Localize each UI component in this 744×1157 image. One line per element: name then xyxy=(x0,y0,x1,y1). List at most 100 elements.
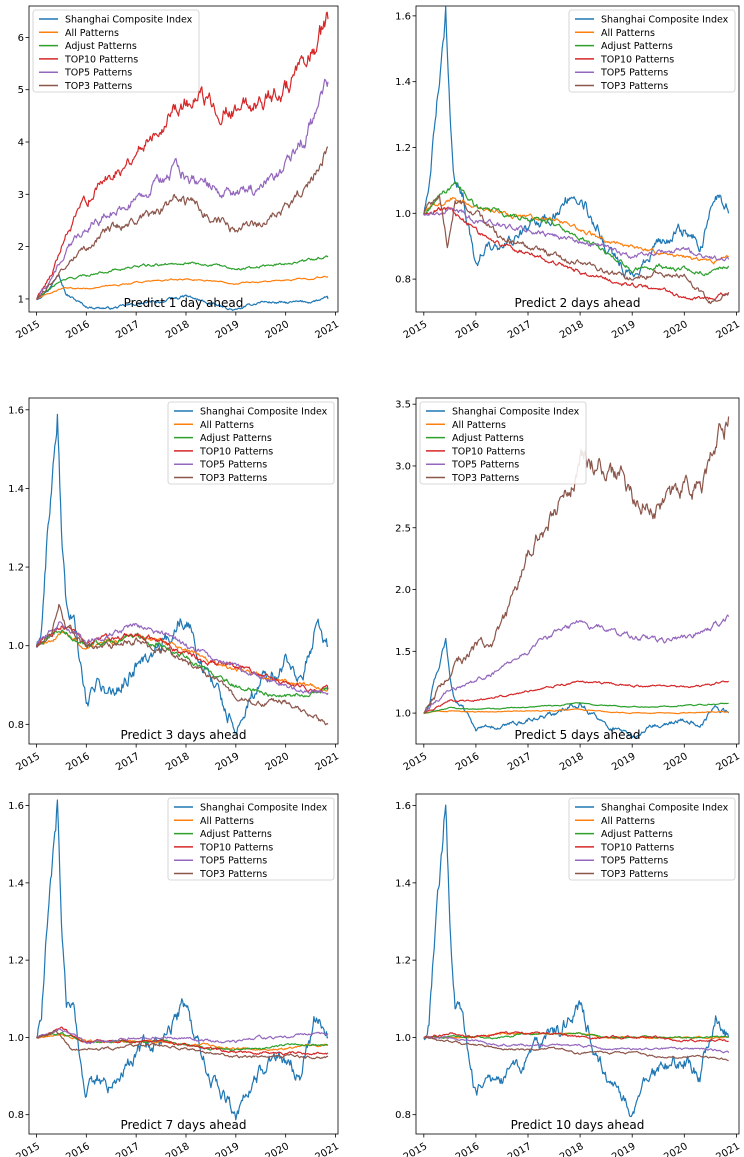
x-tick-label: 2017 xyxy=(506,751,534,773)
series-line-top3-patterns xyxy=(423,1036,729,1062)
series-line-shanghai-composite-index xyxy=(423,637,730,739)
x-tick-label: 2016 xyxy=(64,751,92,773)
x-tick-label: 2015 xyxy=(402,319,430,341)
series-line-top5-patterns xyxy=(423,207,730,262)
chart-panel-1: 1 2 3 4 5 6 2015 2016 2017 2018 2019 2020 2021 Predic… xyxy=(14,5,341,341)
axes-frame xyxy=(28,397,339,745)
x-tick-label: 2015 xyxy=(402,751,430,773)
x-tick-label: 2018 xyxy=(558,1141,586,1157)
series-line-top3-patterns xyxy=(35,603,329,726)
chart-panel-6: 0.8 1.0 1.2 1.4 1.6 2015 2016 2017 2018 2019 2020 2… xyxy=(395,793,742,1157)
y-tick-label: 1.0 xyxy=(8,641,24,652)
chart-panel-3: 0.8 1.0 1.2 1.4 1.6 2015 2016 2017 2018 2019 2020 2… xyxy=(8,397,341,773)
series-line-shanghai-composite-index xyxy=(423,804,730,1118)
legend-label: All Patterns xyxy=(65,28,119,39)
chart-title: Predict 2 days ahead xyxy=(514,296,640,310)
y-tick-label: 1.0 xyxy=(395,709,411,720)
series-line-top5-patterns xyxy=(423,1035,730,1054)
legend-label: Shanghai Composite Index xyxy=(452,407,580,418)
y-tick-label: 6 xyxy=(18,33,24,44)
chart-title: Predict 7 days ahead xyxy=(120,1118,246,1132)
legend-label: TOP10 Patterns xyxy=(600,54,674,65)
y-tick-label: 0.8 xyxy=(8,1110,24,1121)
legend-label: TOP3 Patterns xyxy=(451,473,519,484)
axes-frame xyxy=(415,5,740,313)
x-tick-label: 2021 xyxy=(714,751,742,773)
series-line-top3-patterns xyxy=(423,194,730,305)
y-tick-label: 5 xyxy=(18,85,24,96)
legend-label: Shanghai Composite Index xyxy=(601,803,729,814)
series-line-top10-patterns xyxy=(423,680,730,714)
series-line-all-patterns xyxy=(36,275,328,300)
x-tick-label: 2018 xyxy=(164,319,192,341)
y-tick-label: 1.6 xyxy=(395,11,411,22)
legend-label: TOP10 Patterns xyxy=(199,446,273,457)
series-line-top10-patterns xyxy=(423,1031,729,1043)
legend-label: All Patterns xyxy=(200,816,254,827)
x-tick-label: 2018 xyxy=(164,1141,192,1157)
axes-frame xyxy=(415,793,740,1135)
x-tick-label: 2021 xyxy=(313,751,341,773)
y-tick-label: 1.4 xyxy=(395,878,411,889)
legend-label: Adjust Patterns xyxy=(200,829,272,840)
y-tick-label: 2 xyxy=(18,242,24,253)
legend-label: Adjust Patterns xyxy=(200,433,272,444)
x-tick-label: 2016 xyxy=(454,751,482,773)
series-line-top10-patterns xyxy=(36,1026,329,1056)
x-tick-label: 2016 xyxy=(64,319,92,341)
y-tick-label: 1.0 xyxy=(395,1033,411,1044)
x-tick-label: 2021 xyxy=(313,319,341,341)
x-tick-label: 2017 xyxy=(114,1141,142,1157)
y-tick-label: 4 xyxy=(18,138,24,149)
series-line-adjust-patterns xyxy=(36,255,329,300)
chart-title: Predict 3 days ahead xyxy=(120,728,246,742)
x-tick-label: 2019 xyxy=(214,319,242,341)
series-line-top10-patterns xyxy=(35,11,329,300)
chart-panel-5: 0.8 1.0 1.2 1.4 1.6 2015 2016 2017 2018 2019 2020 2… xyxy=(8,793,341,1157)
y-tick-label: 0.8 xyxy=(395,275,411,286)
x-tick-label: 2020 xyxy=(662,319,690,341)
legend-label: TOP10 Patterns xyxy=(64,54,138,65)
legend-box xyxy=(167,401,335,485)
legend-label: TOP3 Patterns xyxy=(199,869,267,880)
y-tick-label: 0.8 xyxy=(8,720,24,731)
legend-label: TOP3 Patterns xyxy=(600,81,668,92)
x-tick-label: 2018 xyxy=(164,751,192,773)
x-tick-label: 2021 xyxy=(714,1141,742,1157)
legend-label: Shanghai Composite Index xyxy=(200,803,328,814)
legend-label: All Patterns xyxy=(452,420,506,431)
series-line-top5-patterns xyxy=(423,614,730,714)
y-tick-label: 1 xyxy=(18,294,24,305)
legend-label: Adjust Patterns xyxy=(601,41,673,52)
legend-label: Shanghai Composite Index xyxy=(200,407,328,418)
y-tick-label: 3.5 xyxy=(395,400,411,411)
legend-label: All Patterns xyxy=(601,816,655,827)
x-tick-label: 2020 xyxy=(662,1141,690,1157)
x-tick-label: 2020 xyxy=(264,319,292,341)
y-tick-label: 2.5 xyxy=(395,523,411,534)
series-line-shanghai-composite-index xyxy=(423,6,730,278)
x-tick-label: 2018 xyxy=(558,319,586,341)
x-tick-label: 2016 xyxy=(454,319,482,341)
chart-panel-4: 1.0 1.5 2.0 2.5 3.0 3.5 2015 2016 2017 2018 2019 20… xyxy=(395,397,742,773)
legend-label: Shanghai Composite Index xyxy=(65,15,193,26)
legend: Shanghai Composite Index All Patterns Adju… xyxy=(419,401,587,485)
legend-label: TOP5 Patterns xyxy=(451,460,519,471)
legend-box xyxy=(419,401,587,485)
x-tick-label: 2020 xyxy=(264,751,292,773)
legend-box xyxy=(167,797,335,881)
series-line-top3-patterns xyxy=(36,1030,329,1060)
axes-frame xyxy=(28,5,339,313)
series-line-top5-patterns xyxy=(36,1028,329,1045)
x-tick-label: 2015 xyxy=(14,319,42,341)
legend-label: All Patterns xyxy=(200,420,254,431)
y-tick-label: 1.0 xyxy=(8,1033,24,1044)
legend-label: Adjust Patterns xyxy=(452,433,524,444)
y-tick-label: 1.6 xyxy=(8,405,24,416)
legend-box xyxy=(568,9,736,93)
legend-label: Shanghai Composite Index xyxy=(601,15,729,26)
series-line-top5-patterns xyxy=(35,621,329,696)
x-tick-label: 2020 xyxy=(264,1141,292,1157)
series-line-adjust-patterns xyxy=(423,702,729,714)
x-tick-label: 2019 xyxy=(610,1141,638,1157)
